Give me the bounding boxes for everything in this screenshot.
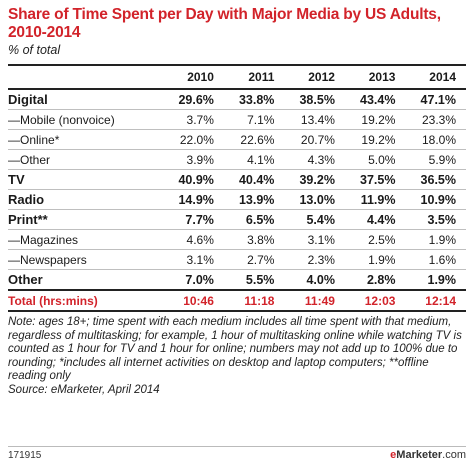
row-label: —Newspapers [8, 249, 164, 270]
table-cell: 3.8% [223, 229, 285, 250]
table-cell: 2.7% [223, 249, 285, 270]
row-label: —Other [8, 149, 164, 170]
column-header-2014: 2014 [405, 64, 466, 90]
row-label: —Online* [8, 129, 164, 150]
table-cell: 40.9% [163, 169, 224, 190]
table-row: Other 7.0% 5.5% 4.0% 2.8% 1.9% [8, 269, 466, 291]
table-row: Print** 7.7% 6.5% 5.4% 4.4% 3.5% [8, 209, 466, 230]
table-cell: 7.0% [163, 269, 224, 291]
table-cell: 39.2% [284, 169, 345, 190]
row-label: —Magazines [8, 229, 164, 250]
table-cell: 33.8% [223, 89, 285, 110]
source-line: Source: eMarketer, April 2014 [8, 383, 160, 396]
table-cell: 40.4% [223, 169, 285, 190]
table-cell: 5.0% [344, 149, 406, 170]
table-row: Total (hrs:mins) 10:46 11:18 11:49 12:03 12:1… [8, 289, 466, 312]
table-cell: 13.4% [284, 109, 345, 130]
table-cell: 7.1% [223, 109, 285, 130]
logo-name: Marketer [396, 449, 443, 461]
table-cell: 5.5% [223, 269, 285, 291]
emarketer-logo: eMarketer.com [390, 449, 466, 461]
table-cell: 13.9% [223, 189, 285, 210]
table-cell: 14.9% [163, 189, 224, 210]
table-cell: 12:03 [344, 289, 406, 312]
row-label: Print** [8, 209, 164, 230]
logo-e: e [390, 449, 397, 461]
table-cell: 2.3% [284, 249, 345, 270]
table-cell: 13.0% [284, 189, 345, 210]
table-cell: 3.5% [405, 209, 466, 230]
column-header-2013: 2013 [344, 64, 406, 90]
table-cell: 19.2% [344, 109, 406, 130]
table-cell: 4.0% [284, 269, 345, 291]
chart-subtitle: % of total [8, 43, 61, 57]
table-cell: 2.8% [344, 269, 406, 291]
table-cell: 36.5% [405, 169, 466, 190]
row-label: —Mobile (nonvoice) [8, 109, 164, 130]
table-cell: 23.3% [405, 109, 466, 130]
table-cell: 10.9% [405, 189, 466, 210]
table-cell: 4.4% [344, 209, 406, 230]
logo-tld: .com [442, 449, 466, 461]
row-label: TV [8, 169, 164, 190]
table-cell: 11:18 [223, 289, 285, 312]
footer: 171915 eMarketer.com [8, 446, 466, 461]
data-table: 2010 2011 2012 2013 2014 Digital 29.6% 33.8% 38… [8, 64, 466, 312]
footnote: Note: ages 18+; time spent with each med… [8, 316, 462, 383]
table-cell: 43.4% [344, 89, 406, 110]
column-header-2012: 2012 [284, 64, 345, 90]
column-header-2010: 2010 [163, 64, 224, 90]
table-cell: 11:49 [284, 289, 345, 312]
chart-title: Share of Time Spent per Day with Major M… [8, 6, 441, 41]
row-label: Other [8, 269, 164, 291]
table-cell: 1.9% [405, 229, 466, 250]
column-header-2011: 2011 [223, 64, 285, 90]
table-cell: 11.9% [344, 189, 406, 210]
table-cell: 3.1% [284, 229, 345, 250]
table-cell: 1.9% [405, 269, 466, 291]
table-row: —Newspapers 3.1% 2.7% 2.3% 1.9% 1.6% [8, 249, 466, 270]
table-row: Digital 29.6% 33.8% 38.5% 43.4% 47.1% [8, 89, 466, 110]
table-row: Radio 14.9% 13.9% 13.0% 11.9% 10.9% [8, 189, 466, 210]
table-cell: 18.0% [405, 129, 466, 150]
chart-id: 171915 [8, 449, 42, 461]
table-cell: 20.7% [284, 129, 345, 150]
table-cell: 1.9% [344, 249, 406, 270]
table-cell: 12:14 [405, 289, 466, 312]
table-cell: 29.6% [163, 89, 224, 110]
table-cell: 4.3% [284, 149, 345, 170]
table-cell: 3.1% [163, 249, 224, 270]
table-cell: 6.5% [223, 209, 285, 230]
header-corner [8, 64, 164, 90]
table-cell: 7.7% [163, 209, 224, 230]
row-label: Total (hrs:mins) [8, 289, 164, 312]
table-cell: 22.0% [163, 129, 224, 150]
row-label: Digital [8, 89, 164, 110]
table-cell: 37.5% [344, 169, 406, 190]
table-cell: 4.6% [163, 229, 224, 250]
table-cell: 47.1% [405, 89, 466, 110]
table-cell: 3.9% [163, 149, 224, 170]
table-cell: 5.4% [284, 209, 345, 230]
row-label: Radio [8, 189, 164, 210]
table-row: —Magazines 4.6% 3.8% 3.1% 2.5% 1.9% [8, 229, 466, 250]
table-row: —Other 3.9% 4.1% 4.3% 5.0% 5.9% [8, 149, 466, 170]
table-row: —Online* 22.0% 22.6% 20.7% 19.2% 18.0% [8, 129, 466, 150]
table-cell: 2.5% [344, 229, 406, 250]
table-cell: 5.9% [405, 149, 466, 170]
table-cell: 1.6% [405, 249, 466, 270]
table-cell: 4.1% [223, 149, 285, 170]
table-cell: 10:46 [163, 289, 224, 312]
table-row: TV 40.9% 40.4% 39.2% 37.5% 36.5% [8, 169, 466, 190]
table-cell: 38.5% [284, 89, 345, 110]
table-body: Digital 29.6% 33.8% 38.5% 43.4% 47.1% —Mobile … [8, 89, 466, 312]
table-cell: 19.2% [344, 129, 406, 150]
table-cell: 22.6% [223, 129, 285, 150]
table-row: —Mobile (nonvoice) 3.7% 7.1% 13.4% 19.2% 23.3… [8, 109, 466, 130]
header-row: 2010 2011 2012 2013 2014 [8, 64, 466, 90]
table-cell: 3.7% [163, 109, 224, 130]
